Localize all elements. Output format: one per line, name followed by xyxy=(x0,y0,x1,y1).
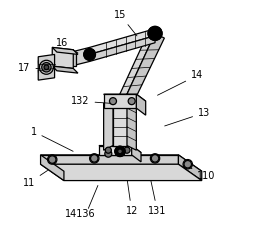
Circle shape xyxy=(39,60,53,74)
Text: 12: 12 xyxy=(125,181,138,216)
Text: 1: 1 xyxy=(30,126,73,151)
Circle shape xyxy=(115,146,125,157)
Polygon shape xyxy=(99,145,132,155)
Circle shape xyxy=(84,49,96,60)
Polygon shape xyxy=(41,155,64,180)
Circle shape xyxy=(118,149,122,154)
Polygon shape xyxy=(41,164,202,180)
Polygon shape xyxy=(90,29,155,55)
Polygon shape xyxy=(113,99,127,145)
Circle shape xyxy=(42,63,51,72)
Polygon shape xyxy=(52,66,78,73)
Circle shape xyxy=(148,26,162,40)
Polygon shape xyxy=(52,47,78,55)
Polygon shape xyxy=(52,47,73,68)
Polygon shape xyxy=(127,33,164,97)
Polygon shape xyxy=(99,145,141,153)
Polygon shape xyxy=(90,36,155,61)
Polygon shape xyxy=(118,33,155,99)
Polygon shape xyxy=(38,70,52,72)
Circle shape xyxy=(148,26,162,40)
Polygon shape xyxy=(132,145,141,162)
Circle shape xyxy=(105,147,111,153)
Text: 17: 17 xyxy=(18,63,40,74)
Circle shape xyxy=(115,146,125,157)
Circle shape xyxy=(44,65,49,70)
Circle shape xyxy=(109,98,117,105)
Text: 16: 16 xyxy=(55,38,78,53)
Polygon shape xyxy=(104,99,113,150)
Circle shape xyxy=(49,156,56,163)
Polygon shape xyxy=(104,94,146,101)
Polygon shape xyxy=(136,94,146,115)
Polygon shape xyxy=(41,155,202,171)
Polygon shape xyxy=(178,155,202,180)
Polygon shape xyxy=(71,52,76,66)
Circle shape xyxy=(184,161,192,168)
Text: 15: 15 xyxy=(114,10,137,36)
Text: 14136: 14136 xyxy=(65,209,96,219)
Text: 13: 13 xyxy=(165,108,210,126)
Text: 131: 131 xyxy=(148,181,167,216)
Polygon shape xyxy=(127,99,136,150)
Polygon shape xyxy=(104,94,136,108)
Circle shape xyxy=(128,98,135,105)
Text: 11: 11 xyxy=(23,170,47,188)
Polygon shape xyxy=(38,55,55,80)
Text: 132: 132 xyxy=(71,96,110,106)
Circle shape xyxy=(151,155,159,162)
Circle shape xyxy=(84,49,96,60)
Circle shape xyxy=(105,150,112,157)
Circle shape xyxy=(91,155,98,162)
Circle shape xyxy=(124,147,130,153)
Text: 110: 110 xyxy=(190,168,216,181)
Text: 14: 14 xyxy=(157,70,203,95)
Polygon shape xyxy=(38,60,52,63)
Polygon shape xyxy=(71,47,90,66)
Polygon shape xyxy=(41,155,178,164)
